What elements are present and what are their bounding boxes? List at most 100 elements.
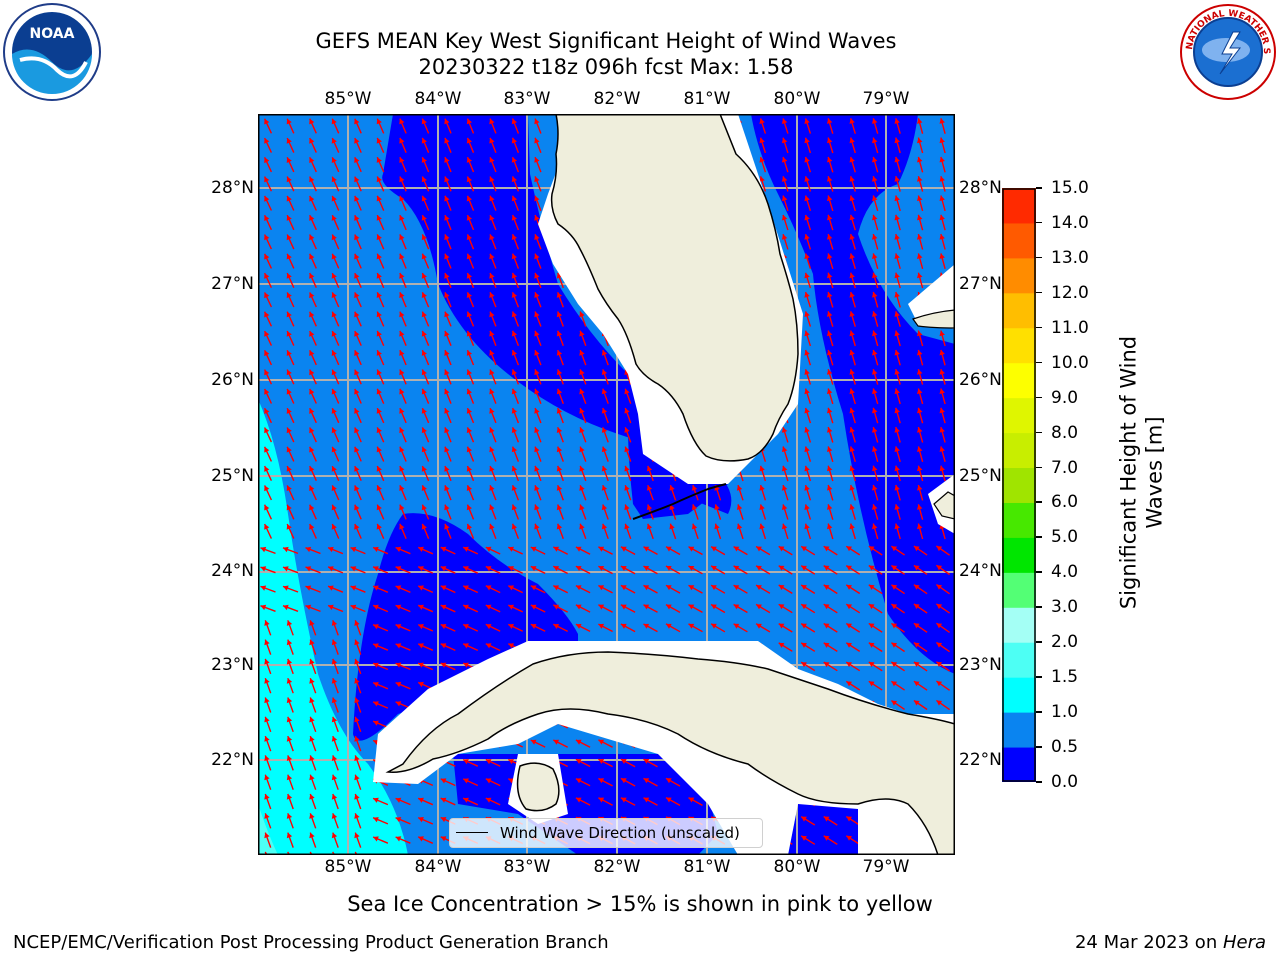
wind-wave-arrowhead [264, 157, 270, 164]
lat-tick-left: 28°N [211, 178, 254, 198]
wind-wave-arrowhead [624, 446, 630, 453]
wind-wave-arrowhead [440, 624, 447, 630]
wind-wave-arrowhead [466, 292, 472, 298]
wind-wave-arrowhead [399, 427, 405, 434]
wind-wave-arrowhead [917, 504, 923, 510]
wind-wave-arrowhead [354, 832, 360, 839]
wind-wave-arrowhead [756, 623, 762, 629]
wind-wave-arrowhead [620, 797, 627, 803]
wind-wave-arrowhead [939, 118, 945, 124]
wind-wave-arrowhead [444, 157, 450, 163]
wind-wave-arrowhead [579, 408, 585, 414]
wind-wave-arrowhead [511, 388, 517, 395]
wind-wave-arrowhead [511, 195, 517, 202]
wind-wave-arrowhead [534, 485, 540, 491]
wind-wave-arrowhead [827, 349, 833, 356]
wind-wave-arrowhead [827, 446, 833, 452]
wind-wave-arrowhead [331, 138, 337, 144]
wind-wave-arrowhead [666, 546, 672, 552]
wind-wave-arrowhead [827, 485, 833, 491]
wind-wave-arrowhead [511, 485, 517, 491]
wind-wave-arrowhead [309, 427, 315, 434]
wind-wave-arrowhead [331, 639, 338, 646]
wind-wave-arrowhead [823, 584, 830, 590]
wind-wave-arrowhead [354, 388, 360, 395]
colorbar-label-line2: Waves [m] [1142, 416, 1167, 529]
wind-wave-arrowhead [872, 407, 878, 414]
wind-wave-arrowhead [917, 272, 923, 279]
wind-wave-arrowhead [801, 585, 807, 590]
wind-wave-arrowhead [399, 311, 405, 318]
wind-wave-arrowhead [534, 523, 540, 530]
wind-wave-arrowhead [264, 446, 270, 453]
wind-wave-arrowhead [485, 566, 492, 572]
wind-wave-arrowhead [395, 643, 402, 649]
wind-wave-arrowhead [624, 485, 630, 491]
wind-wave-arrowhead [936, 623, 943, 629]
wind-wave-arrowhead [913, 546, 920, 552]
wind-wave-arrowhead [286, 388, 292, 395]
colorbar-segment [1002, 677, 1036, 713]
wind-wave-arrowhead [444, 369, 450, 376]
wind-wave-arrowhead [872, 330, 878, 337]
grand-bahama-land [912, 309, 955, 329]
lat-tick-left: 25°N [211, 466, 254, 486]
wind-wave-arrowhead [939, 176, 945, 182]
wind-wave-arrowhead [485, 604, 492, 610]
wind-wave-arrowhead [781, 465, 788, 472]
wind-wave-arrowhead [444, 253, 450, 260]
wind-wave-arrowhead [624, 427, 630, 433]
wind-wave-arrowhead [376, 504, 382, 511]
wind-wave-arrowhead [620, 566, 627, 571]
wind-wave-arrowhead [553, 604, 560, 610]
wind-wave-arrowhead [309, 639, 315, 646]
wind-wave-arrowhead [489, 292, 495, 298]
wind-wave-arrowhead [508, 546, 514, 552]
wind-wave-arrowhead [598, 546, 605, 552]
wind-wave-arrowhead [913, 565, 920, 571]
wind-wave-arrowhead [534, 311, 540, 318]
wind-wave-arrowhead [354, 427, 360, 434]
wind-wave-arrowhead [781, 427, 788, 433]
wind-wave-arrowhead [354, 639, 360, 646]
wind-wave-arrowhead [601, 388, 608, 395]
wind-wave-arrowhead [939, 446, 945, 452]
wind-wave-arrowhead [421, 523, 427, 530]
wind-wave-arrowhead [421, 292, 427, 298]
wind-wave-arrowhead [331, 485, 337, 492]
wind-wave-arrowhead [891, 604, 898, 610]
wind-wave-arrowhead [395, 566, 402, 572]
wind-wave-arrowhead [399, 523, 405, 530]
wind-wave-arrowhead [823, 642, 830, 648]
colorbar-tick-label: 4.0 [1051, 562, 1079, 583]
wind-wave-arrowhead [466, 273, 472, 279]
wind-wave-arrowhead [804, 388, 810, 395]
wind-wave-arrowhead [556, 504, 563, 511]
colorbar-tick-label: 1.0 [1051, 702, 1079, 723]
colorbar-tick-mark [1036, 781, 1042, 783]
wind-wave-arrowhead [309, 736, 315, 742]
wind-wave-arrowhead [399, 118, 405, 125]
wind-wave-arrowhead [489, 137, 495, 144]
wind-wave-arrowhead [913, 623, 920, 629]
wind-wave-arrowhead [444, 427, 450, 434]
wind-wave-arrowhead [331, 504, 337, 511]
wind-wave-arrowhead [489, 427, 495, 433]
map-title: GEFS MEAN Key West Significant Height of… [315, 29, 897, 53]
lon-tick-bottom: 84°W [414, 857, 462, 877]
wind-wave-arrowhead [534, 504, 540, 511]
wind-wave-arrowhead [579, 485, 585, 491]
wind-wave-arrowhead [489, 118, 495, 125]
wind-wave-arrowhead [286, 658, 293, 665]
wind-wave-arrowhead [872, 369, 878, 375]
wind-wave-arrowhead [354, 157, 360, 163]
wind-wave-arrowhead [309, 813, 315, 819]
wind-wave-arrowhead [646, 485, 653, 491]
wind-wave-arrowhead [508, 778, 514, 784]
wind-wave-arrowhead [376, 234, 382, 241]
wind-wave-arrowhead [827, 504, 833, 510]
colorbar-tick-mark [1036, 466, 1042, 469]
wind-wave-arrowhead [756, 546, 762, 552]
wind-wave-arrowhead [556, 465, 563, 472]
lon-tick-top: 85°W [324, 89, 372, 109]
